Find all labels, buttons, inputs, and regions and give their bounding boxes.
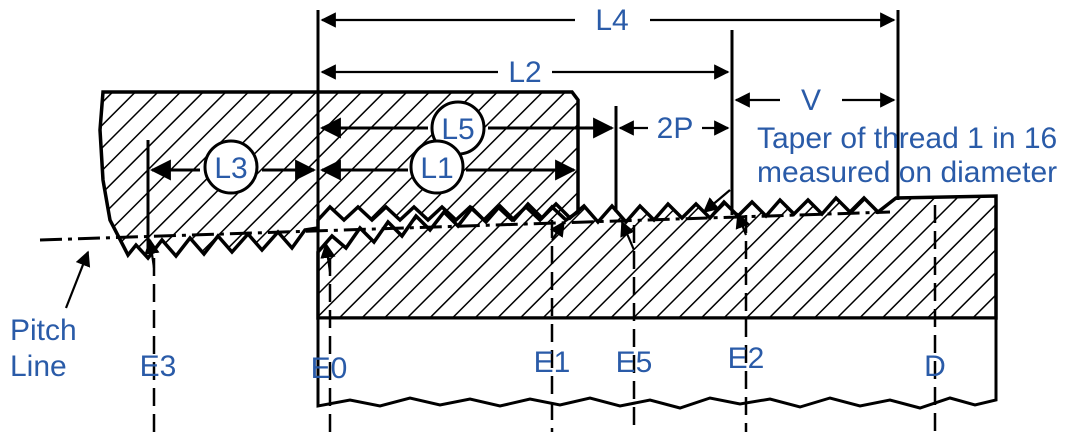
pitch-line-label-2: Line	[10, 350, 67, 383]
label-v: V	[801, 84, 821, 117]
label-e1: E1	[534, 346, 571, 379]
lower-reference-lines	[152, 205, 937, 432]
label-e3: E3	[140, 350, 177, 383]
taper-text-line1: Taper of thread 1 in 16	[757, 122, 1057, 155]
label-l1: L1	[420, 152, 453, 185]
label-l5: L5	[441, 113, 474, 146]
pitch-line-leader	[64, 250, 91, 309]
l3-circle	[203, 139, 259, 195]
taper-leader	[702, 189, 731, 213]
pitch-line-label-1: Pitch	[10, 314, 77, 347]
l1-circle	[409, 139, 465, 195]
label-e0: E0	[311, 352, 348, 385]
label-2p: 2P	[657, 112, 694, 145]
label-e2: E2	[728, 342, 765, 375]
taper-text-line2: measured on diameter	[757, 156, 1057, 189]
pipe-bore	[316, 316, 998, 410]
pitch-line	[39, 210, 891, 242]
label-l2: L2	[508, 56, 541, 89]
label-e5: E5	[616, 346, 653, 379]
label-d: D	[924, 350, 946, 383]
label-l3: L3	[214, 152, 247, 185]
label-l4: L4	[595, 4, 628, 37]
